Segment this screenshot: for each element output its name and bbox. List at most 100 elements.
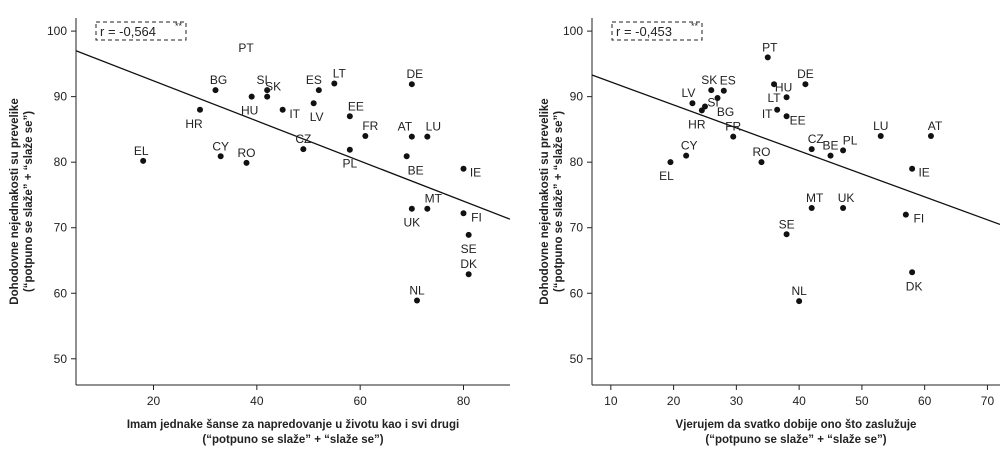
trend-line — [75, 50, 511, 220]
point-label-nl: NL — [791, 284, 807, 298]
data-point-el — [667, 159, 674, 166]
data-point-se — [465, 231, 472, 238]
correlation-box: r = -0,453 ** — [611, 21, 703, 41]
point-label-bg: BG — [210, 73, 227, 87]
point-label-mt: MT — [425, 192, 443, 206]
y-axis-title-line: Dohodovne nejednakosti su prevelike — [539, 98, 551, 304]
correlation-box: r = -0,564 ** — [95, 21, 187, 41]
point-label-cy: CY — [681, 139, 698, 153]
point-label-fr: FR — [362, 119, 378, 133]
data-point-lt — [331, 80, 338, 87]
x-tick-label: 20 — [667, 394, 681, 408]
point-label-pl: PL — [342, 157, 357, 171]
data-point-es — [720, 87, 727, 94]
data-point-el — [140, 157, 147, 164]
point-label-hu: HU — [241, 104, 258, 118]
y-tick-label: 70 — [54, 221, 68, 235]
point-label-dk: DK — [906, 279, 923, 293]
point-label-at: AT — [928, 119, 943, 133]
point-label-de: DE — [797, 67, 814, 81]
point-label-fi: FI — [914, 212, 925, 226]
point-label-cz: CZ — [808, 132, 824, 146]
point-label-mt: MT — [806, 191, 824, 205]
data-point-lu — [424, 133, 431, 140]
data-point-pt — [764, 54, 771, 61]
data-point-cy — [217, 153, 224, 160]
data-point-sk — [708, 87, 715, 94]
point-label-ie: IE — [470, 166, 481, 180]
data-point-nl — [414, 297, 420, 304]
point-label-uk: UK — [403, 216, 420, 230]
y-axis-title-line: Dohodovne nejednakosti su prevelike — [9, 98, 21, 304]
point-label-ro: RO — [752, 145, 770, 159]
point-label-lu: LU — [426, 120, 441, 134]
data-point-de — [408, 81, 415, 88]
point-label-de: DE — [406, 67, 423, 81]
data-point-at — [408, 133, 415, 140]
data-point-ro — [243, 159, 250, 166]
data-point-hu — [783, 94, 790, 101]
x-tick-label: 10 — [604, 394, 618, 408]
point-label-si: SI — [707, 95, 718, 109]
point-label-lt: LT — [767, 91, 781, 105]
data-point-cz — [300, 146, 307, 153]
point-label-ro: RO — [238, 146, 256, 160]
y-tick-label: 60 — [570, 286, 584, 300]
point-label-cy: CY — [212, 139, 229, 153]
correlation-frame — [611, 21, 703, 41]
point-label-lv: LV — [682, 86, 696, 100]
point-label-lu: LU — [873, 119, 888, 133]
point-label-it: IT — [289, 107, 300, 121]
point-label-it: IT — [762, 107, 773, 121]
y-axis-title-line: (“potpuno se slaže” + “slaže se”) — [23, 111, 35, 292]
x-tick-label: 70 — [981, 394, 995, 408]
data-point-ro — [758, 159, 765, 166]
point-label-be: BE — [408, 163, 424, 177]
y-tick-label: 100 — [47, 24, 67, 38]
point-label-ee: EE — [790, 113, 806, 127]
point-label-hr: HR — [185, 117, 203, 131]
data-point-it — [774, 106, 781, 113]
data-point-bg — [212, 87, 219, 94]
data-point-hr — [197, 106, 203, 113]
x-tick-label: 40 — [792, 394, 806, 408]
data-point-pl — [346, 146, 353, 153]
point-label-hu: HU — [775, 80, 792, 94]
scatter-chart-left: 20 40 60 80 50 60 70 80 90 100 r = -0,564 ** EL BG HR C… — [9, 18, 511, 446]
data-point-mt — [424, 205, 431, 212]
point-label-pt: PT — [762, 40, 778, 54]
y-tick-label: 90 — [54, 90, 68, 104]
x-tick-label: 40 — [250, 394, 264, 408]
point-label-ee: EE — [348, 99, 364, 113]
data-point-fi — [460, 210, 467, 217]
significance-mark: ** — [691, 21, 699, 31]
point-label-si: SI — [256, 73, 267, 87]
data-point-cz — [808, 146, 815, 153]
data-point-be — [827, 152, 834, 159]
data-point-se — [783, 231, 790, 238]
point-label-pt: PT — [238, 41, 254, 55]
x-axis-title-line: Imam jednake šanse za napredovanje u živ… — [127, 419, 459, 431]
point-label-lv: LV — [310, 110, 324, 124]
data-point-be — [403, 153, 410, 160]
x-axis-title-line: (“potpuno se slaže” + “slaže se”) — [705, 434, 886, 446]
data-point-ie — [909, 165, 916, 172]
data-point-fr — [362, 132, 369, 139]
data-point-dk — [465, 271, 472, 278]
data-point-de — [802, 81, 809, 88]
significance-mark: ** — [175, 21, 183, 31]
scatter-chart-right: 10 20 30 40 50 60 70 50 60 70 80 90 100 r = -0,453 ** E… — [539, 18, 1000, 446]
point-label-be: BE — [823, 139, 839, 153]
data-point-nl — [796, 298, 803, 305]
y-axis-title-line: (“potpuno se slaže” + “slaže se”) — [553, 111, 565, 292]
data-point-lt — [771, 81, 778, 88]
y-tick-label: 90 — [570, 90, 584, 104]
y-tick-label: 50 — [54, 352, 68, 366]
x-tick-label: 30 — [730, 394, 744, 408]
point-label-es: ES — [306, 73, 322, 87]
data-point-fr — [730, 133, 737, 140]
trend-line — [591, 74, 1000, 226]
data-point-it — [279, 106, 286, 113]
data-point-lv — [310, 100, 317, 107]
data-point-at — [927, 132, 934, 139]
